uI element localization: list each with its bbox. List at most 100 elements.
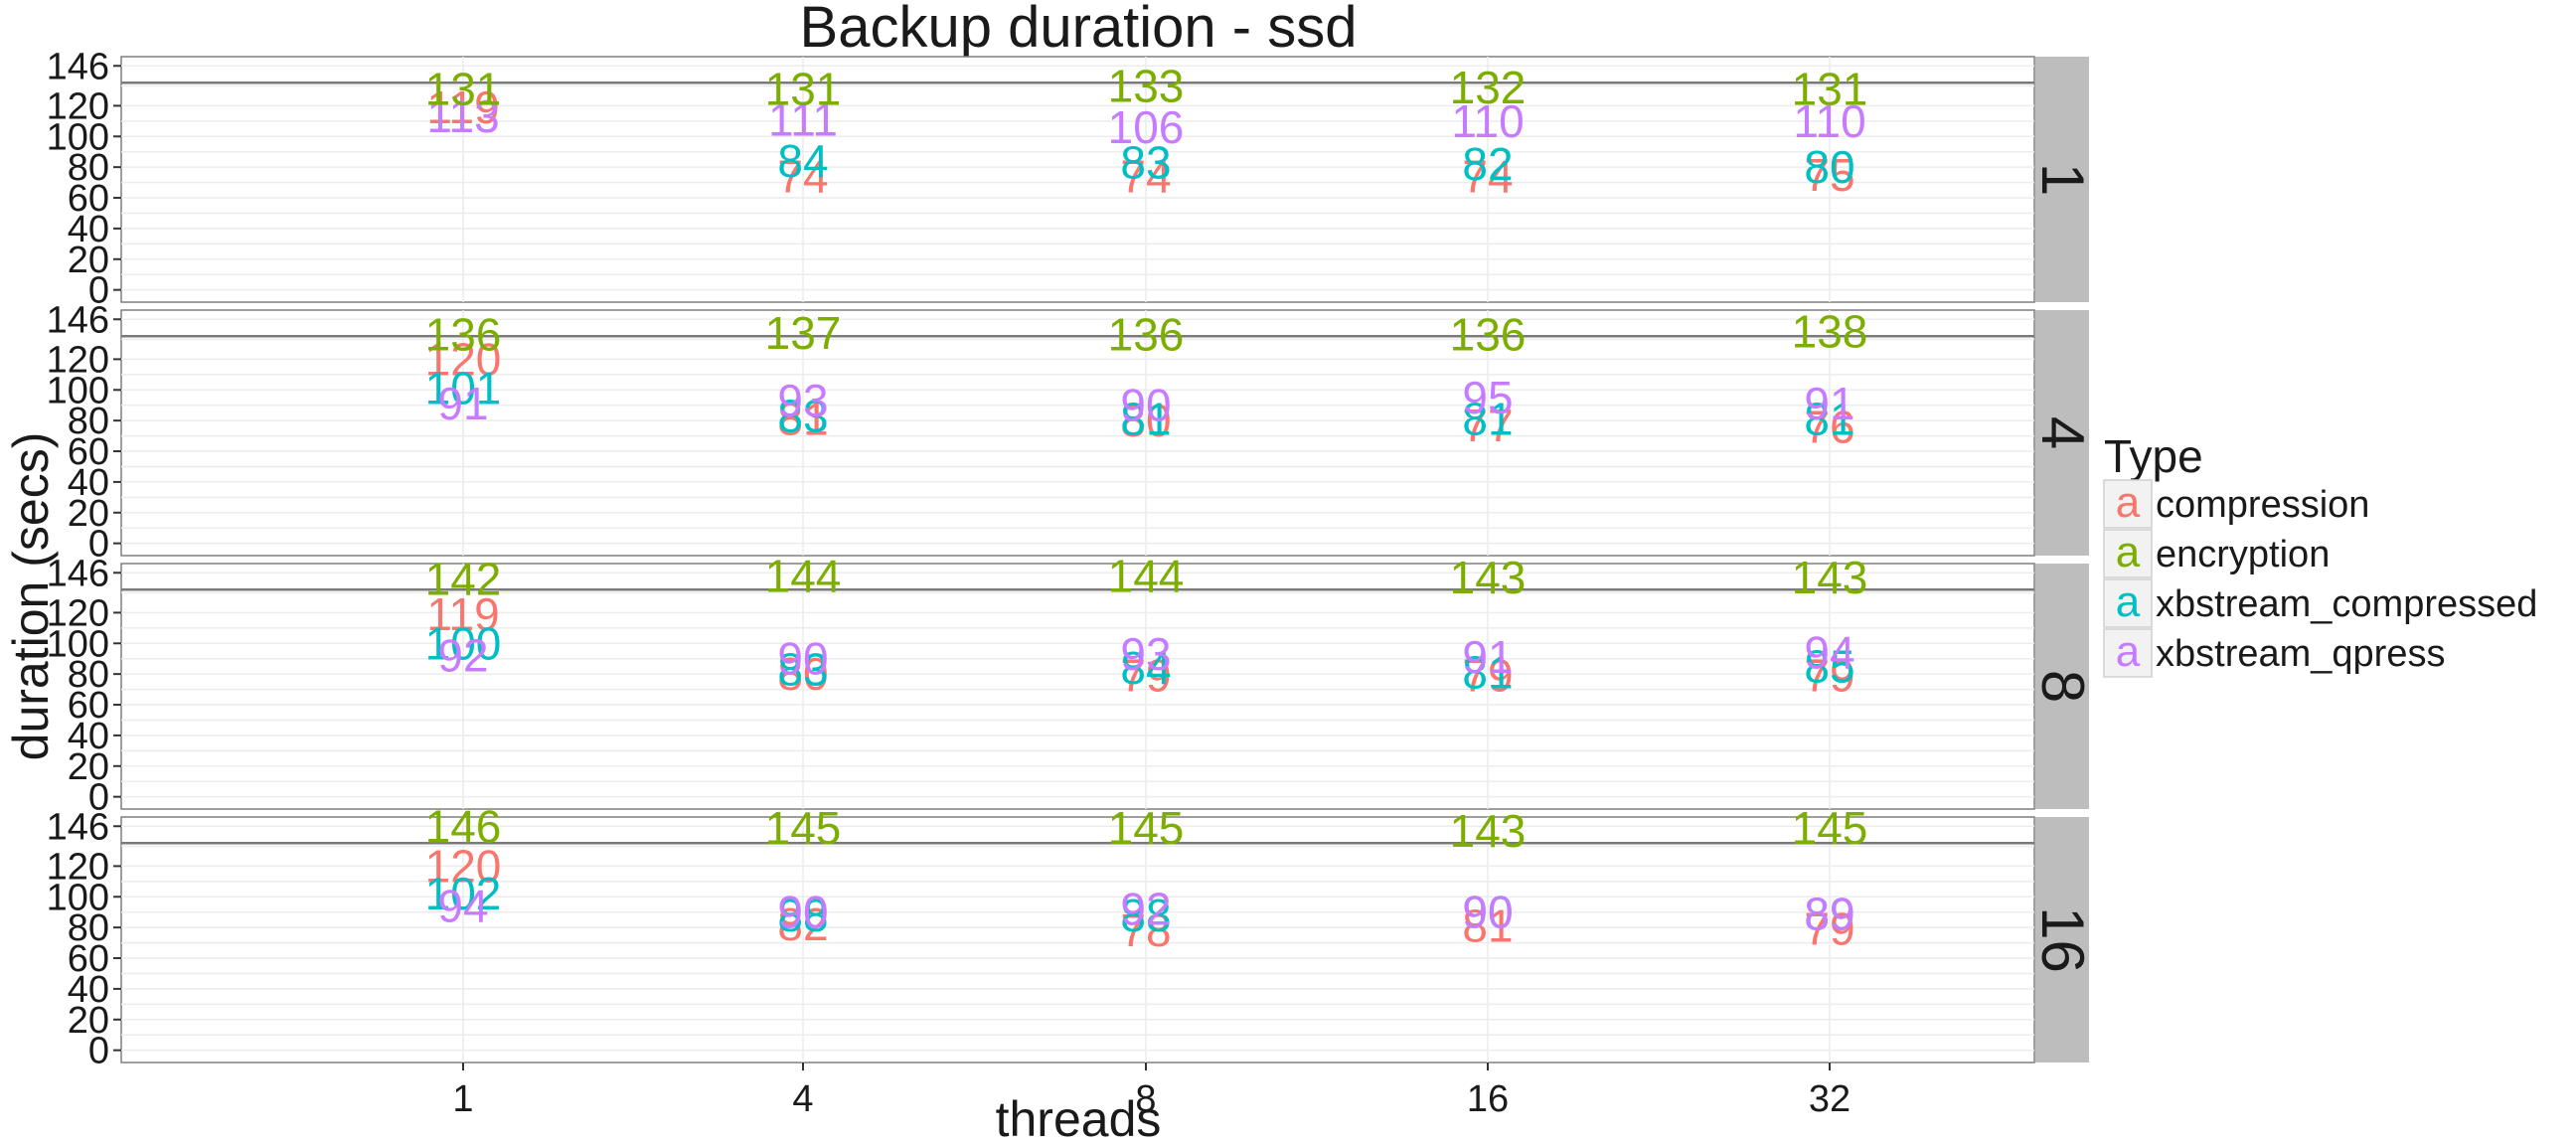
y-tick-label: 120: [47, 846, 109, 888]
data-label-xbstream_qpress: 110: [1793, 95, 1865, 147]
legend-glyph: a: [2116, 577, 2141, 626]
y-tick-label: 0: [88, 270, 109, 312]
data-label-xbstream_compressed: 88: [1120, 890, 1171, 941]
legend-title: Type: [2104, 430, 2203, 482]
data-label-compression: 80: [777, 648, 828, 700]
data-label-encryption: 145: [765, 802, 842, 854]
data-label-xbstream_qpress: 95: [1462, 372, 1513, 423]
data-label-xbstream_qpress: 92: [437, 630, 488, 682]
facet-strip: [2035, 817, 2089, 1063]
legend-key: [2103, 578, 2153, 628]
data-label-compression: 119: [426, 82, 499, 133]
x-tick-label: 8: [1135, 1078, 1156, 1120]
y-tick-label: 20: [68, 493, 109, 535]
y-tick-label: 40: [68, 969, 109, 1011]
panel-background: [120, 816, 2035, 1063]
data-label-xbstream_qpress: 90: [777, 887, 828, 938]
data-label-xbstream_qpress: 106: [1108, 101, 1185, 153]
x-axis-title: threads: [996, 1091, 1162, 1145]
data-label-xbstream_compressed: 82: [1462, 138, 1513, 190]
data-label-xbstream_compressed: 100: [425, 617, 502, 669]
data-label-xbstream_compressed: 90: [1462, 887, 1513, 938]
y-tick-label: 40: [68, 462, 109, 504]
data-label-xbstream_qpress: 93: [1120, 628, 1171, 680]
data-label-compression: 79: [1804, 650, 1854, 702]
data-label-compression: 79: [1462, 650, 1513, 702]
data-label-xbstream_qpress: 90: [777, 633, 828, 685]
data-label-xbstream_compressed: 81: [1462, 647, 1513, 699]
data-label-encryption: 133: [1108, 60, 1185, 111]
data-label-xbstream_qpress: 89: [1804, 888, 1854, 939]
y-tick-label: 80: [68, 907, 109, 949]
data-label-compression: 77: [1462, 400, 1513, 451]
y-tick-label: 146: [47, 46, 109, 87]
data-label-encryption: 144: [765, 550, 842, 601]
legend-glyph: a: [2116, 627, 2141, 676]
data-label-encryption: 131: [425, 63, 502, 114]
data-label-compression: 75: [1804, 149, 1854, 201]
data-label-encryption: 146: [425, 800, 502, 852]
y-axis-title: duration (secs): [3, 432, 59, 761]
data-label-xbstream_compressed: 88: [777, 890, 828, 941]
data-label-compression: 76: [1804, 401, 1854, 452]
data-label-xbstream_qpress: 113: [426, 90, 499, 142]
data-label-encryption: 136: [1108, 309, 1185, 361]
facet-strip-label: 8: [2029, 670, 2096, 703]
y-tick-label: 0: [88, 524, 109, 566]
data-label-xbstream_compressed: 83: [777, 644, 828, 696]
legend-items: a compression a encryption a xbstream_compres…: [2103, 478, 2537, 678]
facet-strip-label: 16: [2029, 906, 2096, 973]
data-label-xbstream_qpress: 92: [1120, 884, 1171, 935]
data-label-encryption: 143: [1792, 552, 1868, 603]
panel-background: [120, 309, 2035, 557]
data-label-xbstream_qpress: 91: [1804, 378, 1854, 429]
y-tick-label: 40: [68, 209, 109, 250]
data-label-xbstream_compressed: 101: [425, 363, 502, 414]
data-label-xbstream_compressed: 84: [777, 135, 828, 187]
y-tick-label: 60: [68, 938, 109, 980]
x-tick-label: 4: [792, 1078, 813, 1120]
data-label-encryption: 131: [1792, 63, 1868, 114]
facet-strip-label: 1: [2029, 163, 2096, 196]
y-tick-label: 80: [68, 401, 109, 442]
data-label-compression: 74: [1462, 150, 1513, 202]
data-label-compression: 78: [1120, 904, 1171, 956]
data-label-xbstream_qpress: 110: [1451, 95, 1524, 147]
data-label-xbstream_qpress: 111: [768, 93, 838, 145]
data-label-encryption: 142: [425, 553, 502, 604]
data-label-encryption: 138: [1792, 306, 1868, 358]
data-label-xbstream_compressed: 81: [1804, 394, 1854, 445]
data-label-encryption: 145: [1108, 802, 1185, 854]
data-label-xbstream_qpress: 91: [437, 378, 488, 429]
legend-glyph: a: [2116, 528, 2141, 576]
y-tick-label: 20: [68, 240, 109, 281]
x-tick-label: 32: [1809, 1078, 1851, 1120]
y-tick-label: 100: [47, 116, 109, 158]
legend-item-xbstream_qpress: a xbstream_qpress: [2103, 627, 2445, 678]
data-label-xbstream_compressed: 84: [1120, 642, 1171, 694]
legend-key: [2103, 479, 2153, 529]
data-label-encryption: 132: [1450, 62, 1527, 113]
data-label-compression: 81: [1462, 900, 1513, 952]
data-label-compression: 79: [1804, 903, 1854, 955]
y-tick-label: 0: [88, 1031, 109, 1072]
data-label-compression: 79: [1120, 650, 1171, 702]
data-label-encryption: 136: [425, 309, 502, 361]
legend-item-encryption: a encryption: [2103, 528, 2330, 578]
data-label-xbstream_compressed: 80: [1804, 141, 1854, 193]
y-tick-label: 0: [88, 777, 109, 819]
y-tick-label: 146: [47, 553, 109, 594]
facet-strip: [2035, 57, 2089, 302]
y-tick-label: 120: [47, 85, 109, 127]
y-tick-label: 100: [47, 877, 109, 918]
y-tick-label: 60: [68, 178, 109, 220]
y-tick-label: 60: [68, 685, 109, 727]
y-tick-label: 100: [47, 623, 109, 665]
y-tick-label: 100: [47, 370, 109, 411]
data-label-compression: 120: [425, 333, 502, 385]
panel-background: [120, 563, 2035, 810]
